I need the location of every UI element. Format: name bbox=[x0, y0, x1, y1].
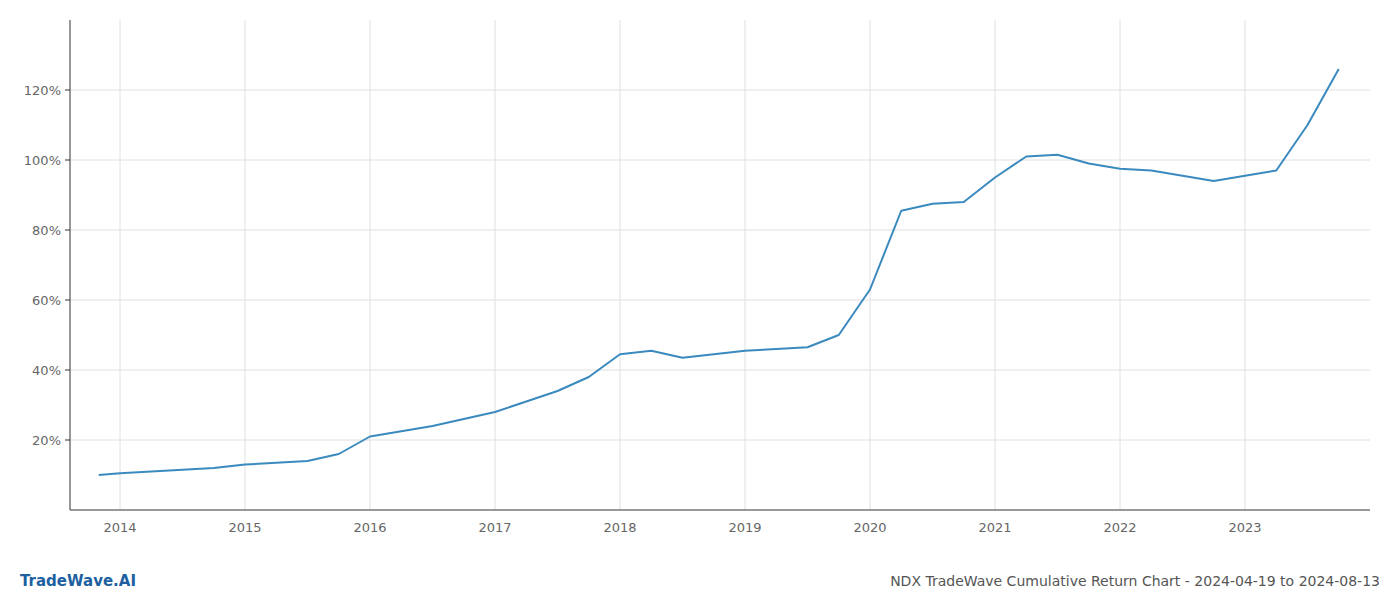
y-tick-label: 40% bbox=[32, 363, 61, 378]
y-tick-label: 80% bbox=[32, 223, 61, 238]
x-tick-label: 2020 bbox=[853, 520, 886, 535]
x-tick-label: 2018 bbox=[603, 520, 636, 535]
axes: 2014 2015 2016 2017 2018 2019 2020 2021 2022 2023… bbox=[24, 20, 1370, 535]
y-tick-mark bbox=[65, 230, 70, 231]
x-tick-label: 2014 bbox=[103, 520, 136, 535]
y-axis-line bbox=[70, 20, 71, 510]
page: {"chart_data": { "type": "line", "title"… bbox=[0, 0, 1400, 600]
x-tick-label: 2019 bbox=[728, 520, 761, 535]
y-grid-line bbox=[70, 230, 1370, 231]
grid bbox=[70, 20, 1370, 510]
chart-container: 2014 2015 2016 2017 2018 2019 2020 2021 2022 2023… bbox=[0, 0, 1400, 600]
data-group bbox=[99, 69, 1339, 475]
x-grid-line bbox=[995, 20, 996, 510]
x-tick-label: 2015 bbox=[228, 520, 261, 535]
y-tick-label: 120% bbox=[24, 83, 61, 98]
y-tick-mark bbox=[65, 90, 70, 91]
y-tick-label: 100% bbox=[24, 153, 61, 168]
x-tick-label: 2021 bbox=[978, 520, 1011, 535]
watermark: TradeWave.AI bbox=[20, 572, 136, 590]
y-tick-mark bbox=[65, 300, 70, 301]
x-grid-line bbox=[120, 20, 121, 510]
x-grid-line bbox=[620, 20, 621, 510]
y-grid-line bbox=[70, 160, 1370, 161]
x-tick-label: 2023 bbox=[1228, 520, 1261, 535]
chart-title: NDX TradeWave Cumulative Return Chart - … bbox=[890, 573, 1380, 589]
return-line bbox=[99, 69, 1339, 475]
y-tick-mark bbox=[65, 160, 70, 161]
y-grid-line bbox=[70, 440, 1370, 441]
y-grid-line bbox=[70, 90, 1370, 91]
x-grid-line bbox=[1245, 20, 1246, 510]
y-grid-line bbox=[70, 370, 1370, 371]
x-grid-line bbox=[495, 20, 496, 510]
x-grid-line bbox=[870, 20, 871, 510]
x-tick-label: 2022 bbox=[1103, 520, 1136, 535]
y-tick-label: 60% bbox=[32, 293, 61, 308]
y-tick-mark bbox=[65, 440, 70, 441]
y-grid-line bbox=[70, 300, 1370, 301]
y-tick-label: 20% bbox=[32, 433, 61, 448]
x-grid-line bbox=[245, 20, 246, 510]
x-grid-line bbox=[1120, 20, 1121, 510]
x-tick-label: 2017 bbox=[478, 520, 511, 535]
chart-svg: 2014 2015 2016 2017 2018 2019 2020 2021 2022 2023… bbox=[0, 0, 1400, 600]
x-tick-label: 2016 bbox=[353, 520, 386, 535]
y-tick-mark bbox=[65, 370, 70, 371]
x-axis-line bbox=[70, 510, 1370, 511]
x-grid-line bbox=[745, 20, 746, 510]
